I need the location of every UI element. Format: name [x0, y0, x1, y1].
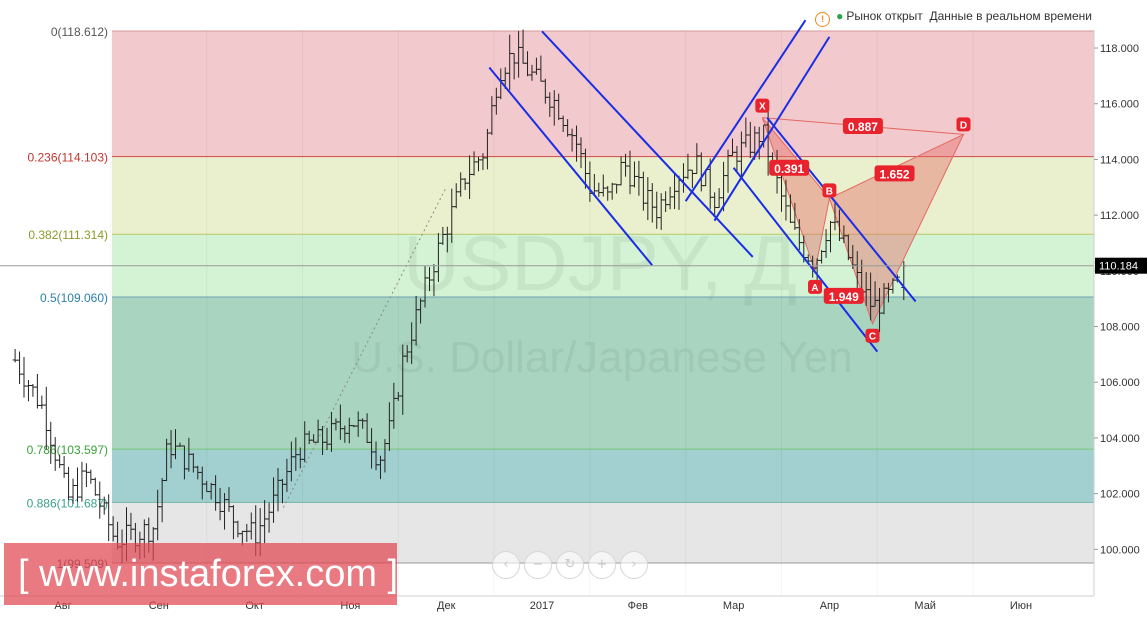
- fib-level-label: 0.382(111.314): [28, 228, 108, 242]
- y-tick-label: 116.000: [1100, 99, 1139, 111]
- instaforex-banner[interactable]: [ www.instaforex.com ]: [4, 543, 397, 605]
- ohlc-bar: [34, 373, 40, 409]
- pattern-point-marker: [808, 279, 823, 294]
- pattern-point-label: B: [826, 186, 833, 197]
- watermark-name: U.S. Dollar/Japanese Yen: [351, 333, 852, 382]
- ratio-label: 0.887: [848, 120, 878, 134]
- ratio-box: [823, 287, 864, 304]
- ratio-box: [874, 165, 915, 182]
- pattern-point-label: A: [811, 283, 818, 294]
- zoom-in-button[interactable]: +: [588, 551, 616, 579]
- fib-level-label: 0(118.612): [51, 25, 108, 39]
- zoom-out-button[interactable]: −: [524, 551, 552, 579]
- y-tick-label: 114.000: [1100, 154, 1139, 166]
- ohlc-bar: [17, 351, 23, 385]
- pattern-point-label: C: [869, 332, 876, 343]
- ratio-label: 1.652: [880, 167, 910, 181]
- watermark-symbol: USDJPY, Д: [403, 219, 797, 307]
- pattern-point-marker: [865, 328, 880, 343]
- warning-icon[interactable]: !: [815, 12, 831, 27]
- x-tick-label: Май: [914, 600, 936, 612]
- channel-line: [488, 66, 653, 266]
- ohlc-bar: [61, 455, 67, 478]
- pattern-triangle-xab: [761, 117, 830, 273]
- x-tick-label: Дек: [437, 600, 456, 612]
- current-price-label: 110.184: [1099, 261, 1138, 273]
- pattern-point-label: D: [960, 120, 967, 131]
- y-tick-label: 102.000: [1100, 489, 1140, 501]
- fib-level-label: 0.886(101.687): [27, 496, 108, 510]
- ohlc-bar: [25, 379, 31, 402]
- chart-navigation: ‹ − ↻ + ›: [492, 551, 648, 579]
- channel-line: [766, 117, 917, 303]
- fib-band: [112, 297, 1094, 450]
- fib-level-label: 0.786(103.597): [27, 443, 108, 457]
- ohlc-bar: [30, 384, 36, 397]
- market-status: ! ● Рынок открыт Данные в реальном времени: [815, 9, 1092, 27]
- y-tick-label: 108.000: [1100, 322, 1140, 334]
- y-tick-label: 104.000: [1100, 433, 1140, 445]
- x-tick-label: 2017: [530, 600, 554, 612]
- y-axis-panel: [1094, 0, 1147, 596]
- reset-button[interactable]: ↻: [556, 551, 584, 579]
- x-tick-label: Апр: [820, 600, 839, 612]
- pattern-point-marker: [956, 117, 971, 132]
- pattern-point-marker: [755, 98, 770, 113]
- x-tick-label: Июн: [1010, 600, 1032, 612]
- ohlc-bars: [12, 29, 907, 564]
- x-tick-label: Фев: [628, 600, 648, 612]
- y-tick-label: 106.000: [1100, 377, 1140, 389]
- fib-level-label: 0.236(114.103): [27, 151, 108, 165]
- ratio-box: [842, 118, 883, 135]
- y-tick-label: 118.000: [1100, 43, 1139, 55]
- ohlc-bar: [83, 463, 89, 488]
- status-dot-icon: ●: [836, 9, 844, 23]
- ratio-label: 0.391: [774, 162, 804, 176]
- channel-line: [684, 19, 807, 202]
- ohlc-bar: [66, 466, 72, 500]
- ohlc-bar: [39, 395, 45, 409]
- market-open-label: Рынок открыт: [846, 9, 923, 23]
- ohlc-bar: [88, 469, 94, 484]
- y-tick-label: 100.000: [1100, 544, 1140, 556]
- current-price-badge: [1095, 257, 1147, 274]
- channel-line: [541, 30, 754, 258]
- channel-line: [713, 36, 831, 222]
- y-tick-label: 112.000: [1100, 210, 1139, 222]
- realtime-label: Данные в реальном времени: [929, 9, 1092, 23]
- pattern-point-label: X: [759, 102, 766, 113]
- ratio-box: [769, 159, 810, 176]
- x-tick-label: Мар: [723, 600, 745, 612]
- ratio-label: 1.949: [829, 290, 859, 304]
- ohlc-bar: [43, 386, 49, 450]
- ohlc-bar: [21, 357, 27, 398]
- ohlc-bar: [12, 349, 18, 363]
- scroll-left-button[interactable]: ‹: [492, 551, 520, 579]
- fib-band: [112, 31, 1094, 157]
- fib-level-label: 0.5(109.060): [40, 291, 108, 305]
- fib-band: [112, 449, 1094, 503]
- scroll-right-button[interactable]: ›: [620, 551, 648, 579]
- pattern-point-marker: [822, 183, 837, 198]
- ohlc-bar: [92, 477, 98, 496]
- channel-line: [732, 167, 879, 353]
